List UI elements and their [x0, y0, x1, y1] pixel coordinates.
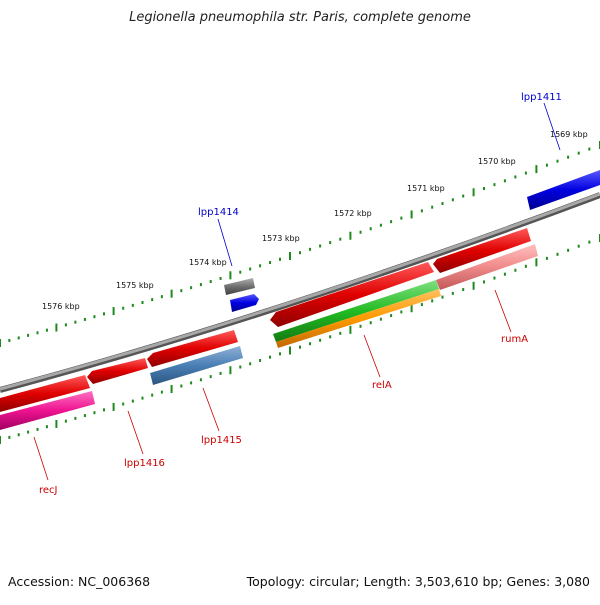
- accession-text: Accession: NC_006368: [8, 574, 151, 589]
- gene-label-recJ[interactable]: recJ: [39, 485, 58, 496]
- leader-lpp1414: [217, 218, 233, 267]
- leader-lpp1415: [202, 387, 220, 432]
- leader-lpp1416: [127, 410, 144, 455]
- gene-red-3[interactable]: [147, 330, 238, 367]
- gene-rumA[interactable]: [436, 244, 538, 290]
- gene-lpp1411[interactable]: [527, 170, 600, 210]
- scale-label-1571: 1571 kbp: [407, 184, 445, 193]
- scale-label-1573: 1573 kbp: [262, 234, 300, 243]
- gene-lpp1414-b[interactable]: [230, 294, 259, 312]
- leader-rumA: [494, 289, 512, 333]
- gene-relA-green[interactable]: [273, 280, 439, 342]
- gene-label-lpp1416[interactable]: lpp1416: [124, 458, 165, 469]
- gene-features: [0, 170, 600, 430]
- scale-label-1574: 1574 kbp: [189, 258, 227, 267]
- gene-lpp1415[interactable]: [150, 346, 243, 385]
- gene-label-rumA[interactable]: rumA: [501, 334, 528, 345]
- genome-backbone-highlight: [0, 192, 600, 391]
- genome-summary-text: Topology: circular; Length: 3,503,610 bp…: [246, 574, 590, 589]
- gene-labels: lpp1411 lpp1414 rumA relA lpp1415 lpp141…: [39, 92, 562, 496]
- label-leaders: [33, 102, 561, 481]
- gene-red-4[interactable]: [87, 358, 148, 384]
- leader-relA: [363, 334, 381, 378]
- gene-label-lpp1414[interactable]: lpp1414: [198, 207, 239, 218]
- genome-backbone: [0, 192, 600, 393]
- gene-red-5[interactable]: [0, 375, 90, 412]
- gene-red-2[interactable]: [270, 262, 434, 327]
- scale-label-1569: 1569 kbp: [550, 130, 588, 139]
- gene-recJ[interactable]: [0, 391, 95, 430]
- gene-label-lpp1411[interactable]: lpp1411: [521, 92, 562, 103]
- leader-lpp1411: [543, 102, 561, 151]
- gene-red-1[interactable]: [433, 228, 531, 273]
- gene-label-lpp1415[interactable]: lpp1415: [201, 435, 242, 446]
- scale-labels: 1569 kbp 1570 kbp 1571 kbp 1572 kbp 1573…: [42, 130, 588, 311]
- leader-recJ: [33, 436, 49, 481]
- ticks-layer: [0, 141, 600, 444]
- map-title: Legionella pneumophila str. Paris, compl…: [129, 10, 471, 25]
- gene-relA-orange[interactable]: [276, 289, 441, 348]
- scale-label-1575: 1575 kbp: [116, 281, 154, 290]
- scale-label-1576: 1576 kbp: [42, 302, 80, 311]
- scale-label-1570: 1570 kbp: [478, 157, 516, 166]
- gene-label-relA[interactable]: relA: [372, 380, 392, 391]
- scale-label-1572: 1572 kbp: [334, 209, 372, 218]
- gene-lpp1414[interactable]: [224, 278, 255, 295]
